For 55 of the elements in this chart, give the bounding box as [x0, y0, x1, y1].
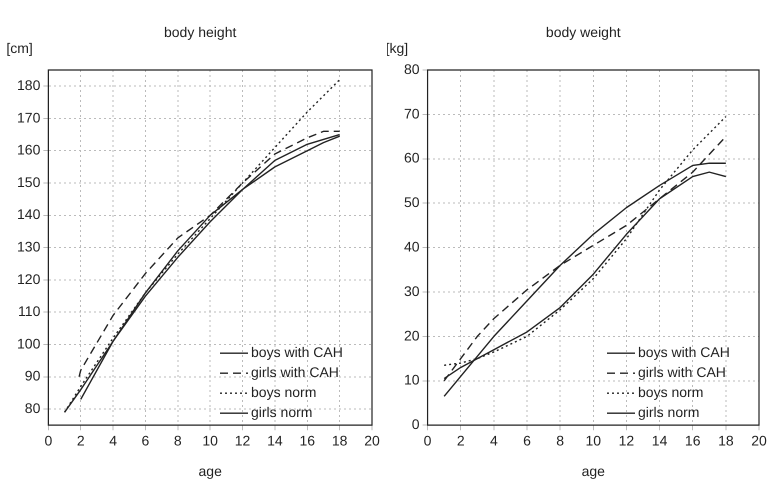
- x-tick-label: 2: [456, 432, 465, 448]
- y-tick-label: 180: [17, 77, 41, 94]
- y-tick-label: 160: [17, 142, 41, 158]
- y-tick-label: 80: [404, 60, 420, 77]
- x-tick-label: 10: [585, 432, 602, 448]
- x-tick-label: 4: [109, 432, 118, 448]
- y-tick-label: 60: [404, 150, 420, 166]
- x-tick-label: 20: [364, 432, 380, 448]
- y-tick-label: 110: [18, 303, 41, 320]
- legend-label: boys with CAH: [638, 344, 730, 360]
- y-tick-label: 140: [17, 206, 41, 222]
- legend-label: girls with CAH: [251, 364, 339, 380]
- y-tick-label: 50: [404, 194, 420, 210]
- x-tick-label: 20: [751, 432, 767, 448]
- legend-label: boys norm: [251, 384, 316, 400]
- x-tick-label: 12: [234, 432, 251, 448]
- chart-title: body weight: [546, 24, 621, 40]
- y-tick-label: 20: [404, 327, 420, 344]
- y-tick-label: 10: [404, 372, 420, 388]
- y-tick-label: 40: [404, 238, 420, 254]
- x-tick-label: 6: [523, 432, 532, 448]
- x-tick-label: 8: [556, 432, 564, 448]
- x-tick-label: 12: [618, 432, 634, 448]
- legend-label: girls norm: [638, 404, 700, 420]
- x-tick-label: 14: [267, 432, 283, 448]
- y-tick-label: 120: [17, 270, 41, 287]
- x-tick-label: 0: [44, 432, 52, 448]
- x-tick-label: 8: [174, 432, 182, 448]
- y-tick-label: 170: [17, 109, 41, 126]
- y-tick-label: 90: [24, 368, 41, 384]
- x-tick-label: 18: [332, 432, 348, 448]
- x-tick-label: 6: [142, 432, 150, 448]
- y-axis-title: [cm]: [6, 40, 33, 56]
- x-tick-label: 4: [490, 432, 498, 448]
- y-tick-label: 150: [17, 174, 41, 190]
- legend-label: girls with CAH: [638, 364, 726, 380]
- x-tick-label: 2: [76, 432, 85, 448]
- x-axis-title: age: [198, 463, 222, 480]
- y-tick-label: 130: [17, 238, 41, 254]
- y-tick-label: 80: [24, 400, 41, 416]
- y-tick-label: 100: [17, 335, 41, 352]
- legend-label: girls norm: [251, 404, 312, 420]
- legend-label: boys norm: [638, 384, 704, 400]
- chart-title: body height: [164, 24, 236, 40]
- y-tick-label: 70: [404, 105, 420, 122]
- x-tick-label: 18: [718, 432, 734, 448]
- legend-label: boys with CAH: [251, 344, 343, 360]
- x-tick-label: 16: [299, 432, 316, 448]
- y-tick-label: 0: [412, 416, 420, 432]
- x-tick-label: 0: [424, 432, 432, 448]
- x-tick-label: 14: [652, 432, 668, 448]
- x-axis-title: age: [582, 463, 606, 480]
- y-tick-label: 30: [404, 282, 420, 299]
- x-tick-label: 16: [684, 432, 701, 448]
- x-tick-label: 10: [202, 432, 218, 448]
